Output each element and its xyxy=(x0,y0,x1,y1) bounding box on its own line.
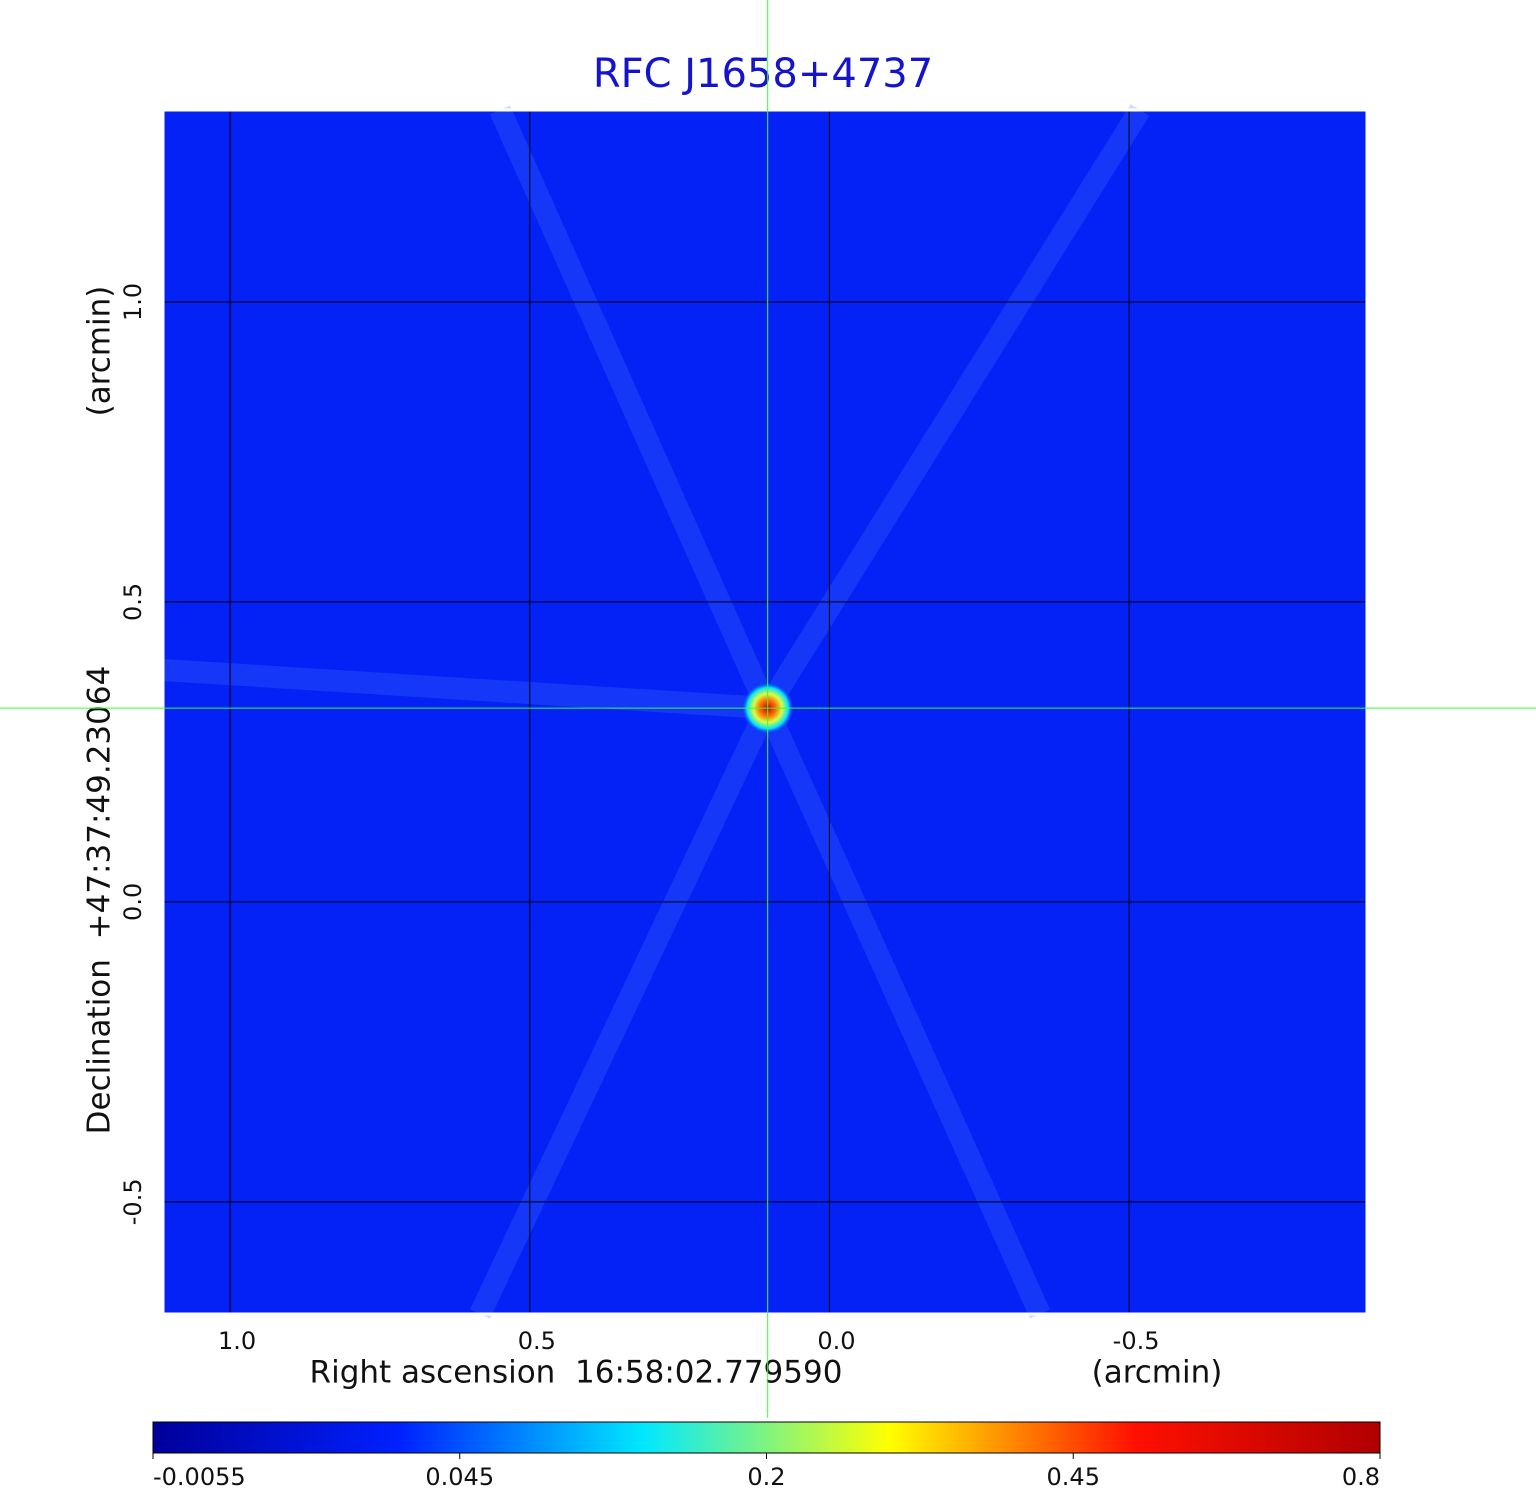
y-tick-label: 0.0 xyxy=(119,883,147,921)
frame xyxy=(161,108,1369,1316)
colorbar-tick-label: 0.45 xyxy=(1047,1463,1100,1491)
x-axis-unit: (arcmin) xyxy=(1092,1355,1223,1391)
y-tick-label: -0.5 xyxy=(119,1178,147,1225)
y-axis-unit: (arcmin) xyxy=(82,286,118,417)
colorbar-tick-label: -0.0055 xyxy=(153,1463,246,1491)
colorbar-tick-label: 0.045 xyxy=(425,1463,494,1491)
y-tick-label: 0.5 xyxy=(119,583,147,621)
chart-title: RFC J1658+4737 xyxy=(593,51,933,97)
x-tick-label: 0.0 xyxy=(817,1327,855,1355)
colorbar xyxy=(152,1421,1381,1454)
y-axis-label: Declination +47:37:49.23064 xyxy=(82,666,118,1135)
x-tick-label: 1.0 xyxy=(218,1327,256,1355)
y-tick-label: 1.0 xyxy=(119,283,147,321)
colorbar-tick-label: 0.2 xyxy=(747,1463,785,1491)
colorbar-tick-label: 0.8 xyxy=(1342,1463,1380,1491)
x-tick-label: -0.5 xyxy=(1113,1327,1160,1355)
x-tick-label: 0.5 xyxy=(518,1327,556,1355)
x-axis-label: Right ascension 16:58:02.779590 xyxy=(310,1355,843,1391)
